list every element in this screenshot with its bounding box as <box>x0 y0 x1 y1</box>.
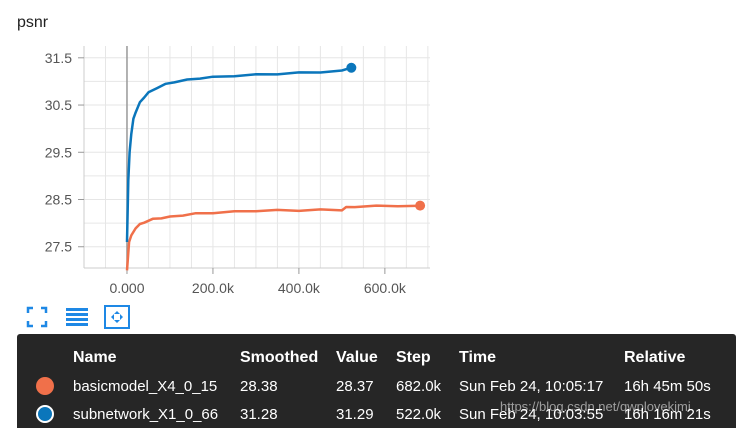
run-name: subnetwork_X1_0_66 <box>73 406 219 423</box>
watermark-text: https://blog.csdn.net/qwplovekimi <box>500 399 691 414</box>
y-tick-label: 30.5 <box>45 97 72 113</box>
header-step: Step <box>396 349 431 366</box>
smoothed-value: 31.28 <box>240 406 278 423</box>
fullscreen-icon[interactable] <box>24 304 50 330</box>
log-scale-icon[interactable] <box>64 304 90 330</box>
header-relative: Relative <box>624 349 686 366</box>
y-tick-label: 27.5 <box>45 239 72 255</box>
step-value: 522.0k <box>396 406 442 423</box>
x-axis: 0.000 200.0k 400.0k 600.0k <box>109 268 407 296</box>
y-axis: 27.5 28.5 29.5 30.5 31.5 <box>45 50 84 255</box>
header-smoothed: Smoothed <box>240 349 319 366</box>
smoothed-value: 28.38 <box>240 378 278 395</box>
relative-value: 16h 16m 21s <box>624 406 711 423</box>
header-name: Name <box>73 349 117 366</box>
plot-area <box>125 62 426 271</box>
psnr-chart: 27.5 28.5 29.5 30.5 31.5 0.000 200.0k 400.0k 60… <box>45 46 430 296</box>
raw-value: 31.29 <box>336 406 374 423</box>
x-tick-label: 400.0k <box>278 280 321 296</box>
y-tick-label: 28.5 <box>45 192 72 208</box>
series-swatch <box>36 377 54 395</box>
step-value: 682.0k <box>396 378 442 395</box>
relative-value: 16h 45m 50s <box>624 378 711 395</box>
tooltip-table: Name Smoothed Value Step Time Relative b… <box>17 334 736 428</box>
y-tick-label: 31.5 <box>45 50 72 66</box>
series-swatch <box>36 405 54 423</box>
series-line-subnetwork_X1_0_66 <box>125 66 352 243</box>
x-tick-label: 0.000 <box>109 280 144 296</box>
chart-title: psnr <box>17 14 49 31</box>
header-value: Value <box>336 349 378 366</box>
series-end-marker-subnetwork_X1_0_66 <box>346 62 357 73</box>
x-tick-label: 200.0k <box>192 280 235 296</box>
raw-value: 28.37 <box>336 378 374 395</box>
x-tick-label: 600.0k <box>364 280 407 296</box>
time-value: Sun Feb 24, 10:03:55 <box>459 406 604 423</box>
series-end-marker-basicmodel_X4_0_15 <box>415 200 426 211</box>
time-value: Sun Feb 24, 10:05:17 <box>459 378 604 395</box>
y-tick-label: 29.5 <box>45 144 72 160</box>
series-line-basicmodel_X4_0_15 <box>125 204 421 271</box>
chart-grid <box>83 46 430 269</box>
fit-domain-icon[interactable] <box>103 304 130 330</box>
header-time: Time <box>459 349 497 366</box>
run-name: basicmodel_X4_0_15 <box>73 378 218 395</box>
